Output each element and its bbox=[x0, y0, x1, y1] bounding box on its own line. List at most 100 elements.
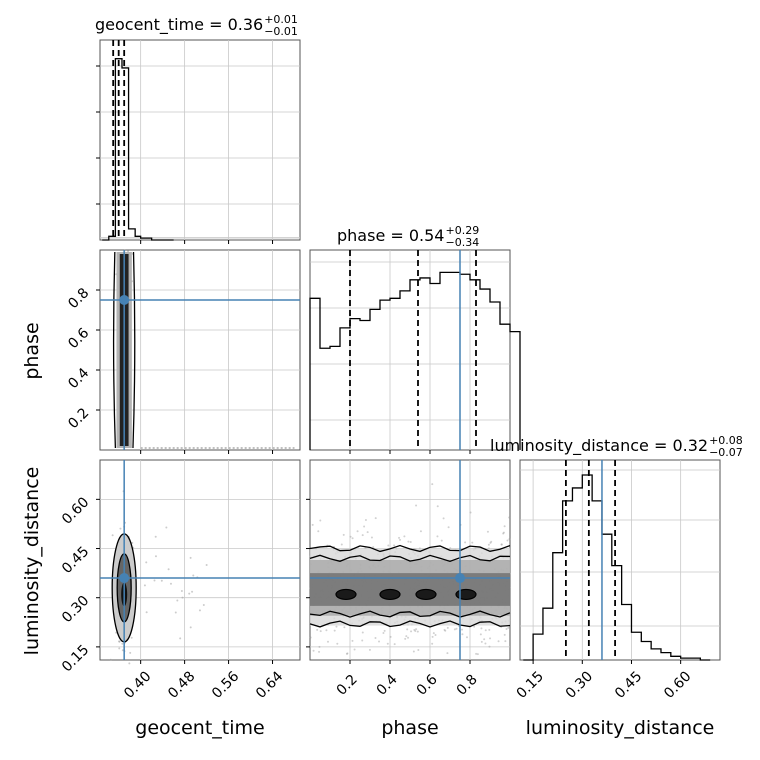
scatter-point bbox=[198, 609, 201, 612]
scatter-point bbox=[398, 536, 401, 539]
scatter-point bbox=[121, 649, 124, 652]
scatter-point bbox=[119, 527, 122, 530]
panel-phase-vs-geocent-frame bbox=[99, 249, 301, 451]
scatter-point bbox=[416, 630, 419, 633]
scatter-point bbox=[309, 636, 312, 639]
scatter-point bbox=[165, 526, 168, 529]
panel-ld-vs-phase-xtick-label-1: 0.4 bbox=[374, 672, 401, 699]
scatter-point bbox=[461, 633, 464, 636]
hist-luminosity-distance-frame bbox=[519, 459, 721, 661]
scatter-point bbox=[374, 517, 377, 520]
scatter-point bbox=[145, 561, 148, 564]
scatter-point bbox=[480, 627, 483, 630]
scatter-point bbox=[487, 543, 490, 546]
scatter-point bbox=[118, 640, 121, 643]
scatter-point bbox=[412, 650, 415, 653]
scatter-point bbox=[366, 531, 369, 534]
panel-ld-vs-geocent-xtick-label-1: 0.48 bbox=[165, 668, 198, 701]
scatter-point bbox=[475, 652, 478, 655]
scatter-point bbox=[325, 629, 328, 632]
hist-geocent-time-frame bbox=[99, 39, 301, 241]
scatter-point bbox=[154, 555, 157, 558]
contour-ld-phase-core-3 bbox=[455, 588, 477, 601]
scatter-point bbox=[189, 556, 192, 559]
scatter-point bbox=[318, 650, 321, 653]
ylabel-luminosity-distance: luminosity_distance bbox=[21, 466, 43, 656]
scatter-point bbox=[444, 629, 447, 632]
scatter-point bbox=[154, 535, 157, 538]
title-geocent-time: geocent_time = 0.36 +0.01 −0.01 bbox=[95, 13, 298, 38]
scatter-point bbox=[483, 638, 486, 641]
scatter-point bbox=[179, 637, 182, 640]
scatter-point bbox=[484, 642, 487, 645]
scatter-point bbox=[484, 629, 487, 632]
scatter-point bbox=[488, 645, 491, 648]
hist-geocent-time-steps bbox=[102, 58, 174, 241]
panel-ld-vs-geocent-xtick-label-2: 0.56 bbox=[209, 668, 242, 701]
scatter-point bbox=[434, 634, 437, 637]
scatter-point bbox=[364, 519, 367, 522]
scatter-point bbox=[333, 629, 336, 632]
scatter-point bbox=[497, 640, 500, 643]
scatter-point bbox=[374, 637, 377, 640]
contour-phase-geocent bbox=[112, 251, 136, 449]
panel-ld-vs-geocent-ytick-label-3: 0.60 bbox=[59, 494, 92, 527]
contour-ld-phase-0 bbox=[309, 620, 511, 628]
scatter-point bbox=[153, 579, 156, 582]
truth-marker-ld bbox=[119, 573, 130, 584]
panel-ld-vs-phase-xtick-label-3: 0.8 bbox=[454, 672, 481, 699]
panel-ld-vs-phase-xtick-label-0: 0.2 bbox=[334, 672, 361, 699]
hist-phase-steps bbox=[309, 271, 521, 450]
scatter-point bbox=[442, 517, 445, 520]
scatter-point bbox=[160, 579, 163, 582]
scatter-point bbox=[351, 639, 354, 642]
scatter-point bbox=[128, 662, 131, 665]
truth-marker bbox=[119, 295, 130, 305]
scatter-point bbox=[409, 540, 412, 543]
scatter-point bbox=[189, 626, 192, 629]
scatter-point bbox=[479, 633, 482, 636]
scatter-point bbox=[447, 526, 450, 529]
hist-luminosity-distance-xtick-label-1: 0.30 bbox=[563, 668, 596, 701]
scatter-point bbox=[393, 544, 396, 547]
scatter-point bbox=[406, 628, 409, 631]
scatter-point bbox=[465, 636, 468, 639]
scatter-point bbox=[389, 635, 392, 638]
scatter-point bbox=[489, 541, 492, 544]
contour-ld-phase-2 bbox=[309, 544, 511, 553]
scatter-point bbox=[506, 539, 509, 542]
scatter-point bbox=[503, 525, 506, 528]
scatter-point bbox=[205, 563, 208, 566]
scatter-point bbox=[121, 642, 124, 645]
hist-luminosity-distance-xtick-label-3: 0.60 bbox=[661, 668, 694, 701]
scatter-point bbox=[415, 504, 418, 507]
panel-ld-vs-geocent-xtick-label-0: 0.40 bbox=[121, 668, 154, 701]
scatter-point bbox=[127, 250, 130, 253]
scatter-point bbox=[404, 637, 407, 640]
panel-phase-vs-geocent-ytick-label-1: 0.4 bbox=[65, 365, 92, 392]
scatter-point bbox=[383, 629, 386, 632]
scatter-point bbox=[111, 534, 114, 537]
hist-luminosity-distance-xtick-label-0: 0.15 bbox=[514, 668, 547, 701]
panel-ld-vs-geocent-ytick-label-0: 0.15 bbox=[59, 642, 92, 675]
scatter-point bbox=[507, 626, 510, 629]
scatter-point bbox=[109, 658, 112, 661]
scatter-point bbox=[419, 530, 422, 533]
scatter-point bbox=[461, 628, 464, 631]
panel-phase-vs-geocent-ytick-label-3: 0.8 bbox=[65, 285, 92, 312]
scatter-point bbox=[145, 611, 148, 614]
scatter-point bbox=[378, 640, 381, 643]
scatter-point bbox=[500, 543, 503, 546]
ylabel-phase: phase bbox=[21, 322, 43, 380]
scatter-point bbox=[415, 628, 418, 631]
scatter-point bbox=[349, 535, 352, 538]
scatter-point bbox=[363, 525, 366, 528]
contour-ld-phase-3 bbox=[309, 554, 511, 563]
scatter-point bbox=[361, 631, 364, 634]
panel-phase-vs-geocent-ytick-label-2: 0.6 bbox=[65, 325, 92, 352]
scatter-point bbox=[431, 483, 434, 486]
scatter-point bbox=[319, 519, 322, 522]
scatter-point bbox=[440, 539, 443, 542]
scatter-point bbox=[312, 649, 315, 652]
scatter-point bbox=[502, 532, 505, 535]
